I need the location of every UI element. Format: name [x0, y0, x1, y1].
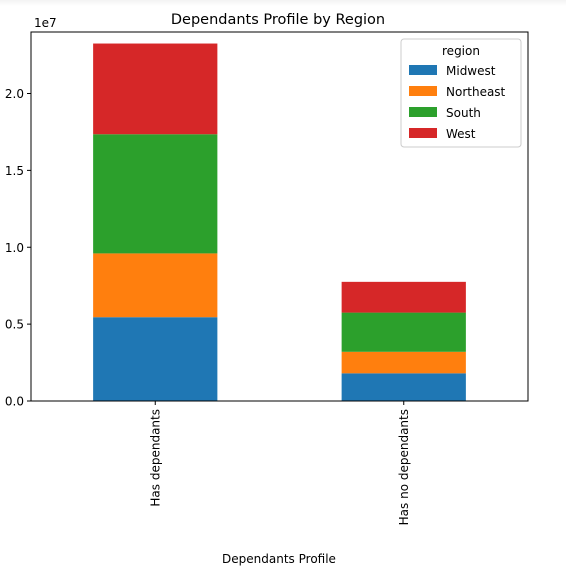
y-axis-offset-label: 1e7	[34, 16, 57, 30]
x-tick-label: Has dependants	[148, 409, 162, 507]
y-tick-label: 1.0	[5, 241, 24, 255]
y-tick-label: 0.0	[5, 395, 24, 409]
bar-midwest-2	[341, 373, 466, 401]
legend-label-northeast: Northeast	[446, 85, 506, 99]
x-tick-label: Has no dependants	[397, 409, 411, 525]
bar-northeast-2	[341, 351, 466, 374]
bar-west-1	[93, 43, 218, 135]
legend-swatch-south	[409, 107, 437, 117]
legend-label-west: West	[446, 127, 476, 141]
bar-south-1	[93, 134, 218, 254]
x-axis-label: Dependants Profile	[222, 552, 336, 566]
x-axis: Has dependants Has no dependants	[148, 401, 411, 525]
bar-northeast-1	[93, 253, 218, 318]
bar-south-2	[341, 312, 466, 352]
legend-title: region	[442, 44, 480, 58]
bar-midwest-1	[93, 317, 218, 401]
legend-swatch-midwest	[409, 65, 437, 75]
y-tick-label: 1.5	[5, 164, 24, 178]
bar-west-2	[341, 281, 466, 313]
y-axis: 0.0 0.5 1.0 1.5 2.0	[5, 87, 31, 409]
chart-title: Dependants Profile by Region	[171, 12, 385, 28]
bars-layer	[93, 43, 466, 401]
plot-frame	[30, 31, 529, 402]
legend: region Midwest Northeast South West	[400, 38, 522, 148]
legend-swatch-west	[409, 128, 437, 138]
y-tick-label: 2.0	[5, 87, 24, 101]
window-top-strip	[0, 0, 566, 6]
legend-label-midwest: Midwest	[446, 64, 496, 78]
y-tick-label: 0.5	[5, 318, 24, 332]
legend-swatch-northeast	[409, 86, 437, 96]
legend-label-south: South	[446, 106, 481, 120]
